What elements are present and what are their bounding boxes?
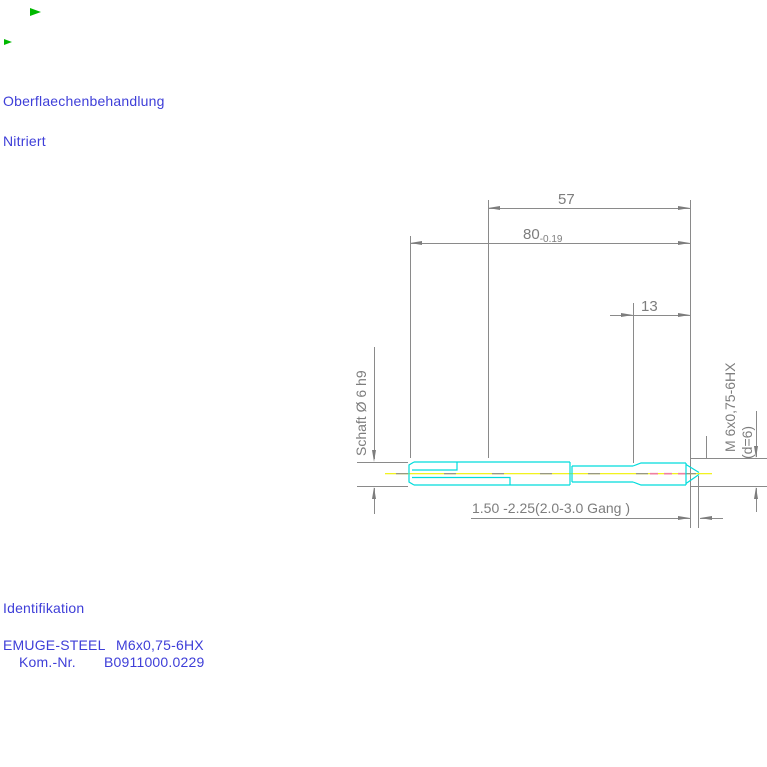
chamfer-dim-label: 1.50 -2.25(2.0-3.0 Gang ) <box>472 500 630 516</box>
dim-80-label: 80-0.19 <box>523 226 562 245</box>
extension-line <box>357 486 408 487</box>
product-size: M6x0,75-6HX <box>116 637 204 653</box>
dimension-line-chamfer <box>471 518 690 519</box>
arrowhead <box>371 450 376 462</box>
arrowhead <box>371 487 376 499</box>
tap-tool-drawing <box>385 461 712 486</box>
arrowhead <box>700 515 712 520</box>
surface-treatment-heading: Oberflaechenbehandlung <box>3 93 165 109</box>
extension-line <box>690 486 767 487</box>
green-mark-icon <box>30 8 41 16</box>
dim-80-value: 80 <box>523 226 540 243</box>
dim-13-label: 13 <box>641 298 658 315</box>
arrowhead <box>621 312 633 317</box>
order-number-label: Kom.-Nr. <box>19 654 76 670</box>
extension-line <box>488 200 489 458</box>
order-number-value: B0911000.0229 <box>104 654 205 670</box>
extension-line <box>690 200 691 528</box>
arrowhead <box>678 205 690 210</box>
leader-line <box>756 488 757 512</box>
thread-diameter-label: (d=6) <box>739 425 755 459</box>
extension-line <box>633 303 634 463</box>
thread-spec-label: M 6x0,75-6HX <box>722 362 738 452</box>
dim-80-tolerance: -0.19 <box>539 234 563 245</box>
leader-line <box>756 411 757 457</box>
extension-line <box>706 436 707 458</box>
identification-heading: Identifikation <box>3 600 85 616</box>
extension-line <box>357 462 408 463</box>
arrowhead <box>678 515 690 520</box>
arrowhead <box>678 312 690 317</box>
surface-treatment-value: Nitriert <box>3 133 46 149</box>
dimension-line-80 <box>410 243 690 244</box>
leader-line <box>374 347 375 459</box>
extension-line <box>690 458 767 459</box>
dimension-line-57 <box>488 208 690 209</box>
arrowhead <box>410 240 422 245</box>
arrowhead <box>753 446 758 458</box>
shaft-diameter-label: Schaft Ø 6 h9 <box>353 370 369 456</box>
product-brand: EMUGE-STEEL <box>3 637 106 653</box>
dimension-line-13 <box>610 315 690 316</box>
leader-line <box>374 488 375 514</box>
green-mark-icon <box>4 39 12 45</box>
arrowhead <box>488 205 500 210</box>
extension-line <box>698 476 699 528</box>
dim-57-label: 57 <box>558 191 575 208</box>
arrowhead <box>678 240 690 245</box>
arrowhead <box>753 487 758 499</box>
extension-line <box>410 236 411 458</box>
